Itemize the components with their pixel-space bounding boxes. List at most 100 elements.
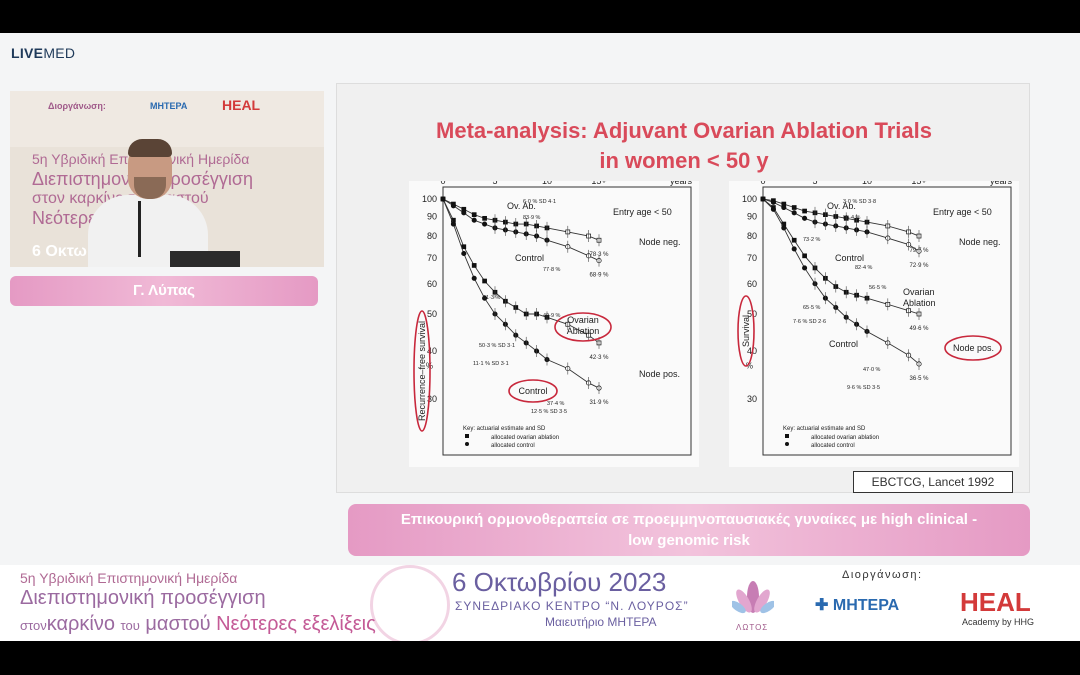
footer-circle-decoration bbox=[370, 565, 450, 641]
series-line bbox=[762, 198, 920, 365]
key-control-label: allocated control bbox=[811, 443, 855, 449]
entry-age-label: Entry age < 50 bbox=[613, 207, 672, 217]
node-neg-label: Node neg. bbox=[959, 237, 1001, 247]
control-pos-label: Control bbox=[518, 386, 547, 396]
key-control-marker bbox=[465, 442, 469, 446]
speaker-video: Διοργάνωση: ΜΗΤΕΡΑ HEAL 5η Υβριδική Επισ… bbox=[10, 91, 324, 267]
video-backdrop-banner bbox=[10, 91, 324, 147]
footer-organizer-label: Διοργάνωση: bbox=[842, 569, 923, 581]
x-tick-label: 15+ bbox=[591, 181, 606, 186]
key-ablation-marker bbox=[465, 434, 469, 438]
y-tick-label: 70 bbox=[747, 253, 757, 263]
mitera-logo-text: ΜΗΤΕΡΑ bbox=[832, 597, 900, 614]
x-tick-label: 0 bbox=[760, 181, 765, 186]
footer-date: 6 Οκτωβρίου 2023 bbox=[452, 567, 667, 597]
key-control-marker bbox=[785, 442, 789, 446]
ablation-label: Ablation bbox=[567, 326, 600, 336]
y-axis-label-highlight bbox=[737, 295, 755, 367]
control-highlight bbox=[508, 379, 558, 403]
data-point bbox=[461, 210, 467, 216]
microphone bbox=[138, 201, 141, 257]
x-tick-label: 15+ bbox=[911, 181, 926, 186]
y-tick-label: 70 bbox=[427, 253, 437, 263]
value-annotation: 37·4 % bbox=[547, 401, 565, 407]
chart-recurrence-free-svg: 0 5 10 15+ years10090807060504030%Recurrence… bbox=[413, 181, 693, 456]
series-end-label: 31·9 % bbox=[589, 400, 609, 406]
y-tick-label: 40 bbox=[427, 346, 437, 356]
event-footer: 5η Υβριδική Επιστημονική Ημερίδα Διεπιστ… bbox=[0, 565, 1080, 641]
speaker-beard bbox=[134, 177, 166, 199]
value-annotation: 65·5 % bbox=[803, 305, 821, 311]
value-annotation: 11·1 % SD 3·1 bbox=[473, 361, 509, 367]
data-point bbox=[802, 265, 808, 271]
series-end-label: 78·3 % bbox=[589, 252, 609, 258]
series-end-label: 49·6 % bbox=[909, 326, 929, 332]
value-annotation: 9·6 % SD 3·5 bbox=[847, 385, 880, 391]
control-neg-label: Control bbox=[835, 253, 864, 263]
entry-age-label: Entry age < 50 bbox=[933, 207, 992, 217]
backdrop-organizer: Διοργάνωση: bbox=[48, 101, 106, 111]
y-tick-label: 30 bbox=[747, 394, 757, 404]
speaker-hair bbox=[128, 139, 172, 157]
backdrop-mitera-logo: ΜΗΤΕΡΑ bbox=[150, 101, 188, 111]
chart-recurrence-free: 0 5 10 15+ years 100 90 80 70 60 50 40 30% Recurrence… bbox=[409, 181, 699, 467]
data-point bbox=[781, 204, 787, 211]
node-neg-label: Node neg. bbox=[639, 237, 681, 247]
value-annotation: 49·9 % bbox=[543, 313, 561, 319]
x-tick-label: 5 bbox=[812, 181, 817, 186]
caption-line2: low genomic risk bbox=[628, 532, 750, 549]
key-title: Key: actuarial estimate and SD bbox=[463, 426, 546, 432]
y-tick-label: 60 bbox=[747, 279, 757, 289]
data-point bbox=[802, 208, 807, 214]
y-axis-label: Recurrence–free survival bbox=[417, 321, 427, 421]
footer-word-tou: του bbox=[120, 618, 140, 633]
livemed-logo: LIVEMED bbox=[11, 45, 75, 61]
data-point bbox=[770, 206, 776, 212]
lotus-logo-icon bbox=[732, 581, 774, 614]
data-point bbox=[450, 203, 456, 209]
footer-hospital: Μαιευτήριο ΜΗΤΕΡΑ bbox=[545, 615, 657, 629]
data-point bbox=[482, 221, 488, 227]
footer-event-line2: Διεπιστημονική προσέγγιση bbox=[20, 587, 266, 609]
data-point bbox=[471, 217, 477, 223]
x-tick-label: 10 bbox=[862, 181, 872, 186]
key-control-label: allocated control bbox=[491, 443, 535, 449]
data-point bbox=[482, 215, 487, 221]
value-annotation: 50·3 % SD 3·1 bbox=[479, 343, 515, 349]
x-tick-label: years bbox=[990, 181, 1013, 186]
lotus-logo-text: ΛΩΤΟΣ bbox=[736, 623, 769, 632]
value-annotation: 85·4 % bbox=[843, 215, 861, 221]
data-point bbox=[791, 237, 797, 243]
key-title: Key: actuarial estimate and SD bbox=[783, 426, 866, 432]
slide-title-line1: Meta-analysis: Adjuvant Ovarian Ablation… bbox=[436, 118, 932, 143]
y-tick-label: 80 bbox=[747, 231, 757, 241]
footer-event-line1: 5η Υβριδική Επιστημονική Ημερίδα bbox=[20, 570, 238, 586]
y-tick-label: 100 bbox=[742, 194, 757, 204]
data-point bbox=[770, 199, 776, 205]
ovarian-label: Ovarian bbox=[903, 287, 935, 297]
key-ablation-label: allocated ovarian ablation bbox=[491, 435, 559, 441]
speaker-name-tag: Γ. Λύπας bbox=[10, 276, 318, 306]
chart-survival: 0 5 10 15+ years 100 90 80 70 60 50 40 30% Survival 79… bbox=[729, 181, 1019, 467]
mitera-cross-icon: ✚ bbox=[815, 597, 829, 614]
ov-ab-label: Ov. Ab. bbox=[827, 201, 856, 211]
value-annotation: 61·3 % bbox=[483, 295, 501, 301]
data-point bbox=[802, 253, 807, 259]
data-point bbox=[461, 250, 467, 257]
key-ablation-label: allocated ovarian ablation bbox=[811, 435, 879, 441]
footer-word-mastou: μαστού bbox=[145, 613, 211, 635]
value-annotation: 6·0 % SD 4·1 bbox=[523, 199, 556, 205]
data-point bbox=[760, 196, 766, 202]
x-tick-label: 5 bbox=[492, 181, 497, 186]
data-point bbox=[791, 246, 797, 252]
backdrop-heal-logo: HEAL bbox=[222, 97, 261, 113]
presentation-slide: Meta-analysis: Adjuvant Ovarian Ablation… bbox=[336, 83, 1030, 493]
chart-frame bbox=[762, 186, 1012, 456]
value-annotation: 56·5 % bbox=[869, 285, 887, 291]
ovarian-label: Ovarian bbox=[567, 315, 599, 325]
chart-frame bbox=[442, 186, 692, 456]
brand-bold: LIVE bbox=[11, 45, 44, 61]
y-axis-label: Survival bbox=[741, 315, 751, 347]
x-tick-label: 0 bbox=[440, 181, 445, 186]
podium-laptop bbox=[170, 251, 240, 267]
